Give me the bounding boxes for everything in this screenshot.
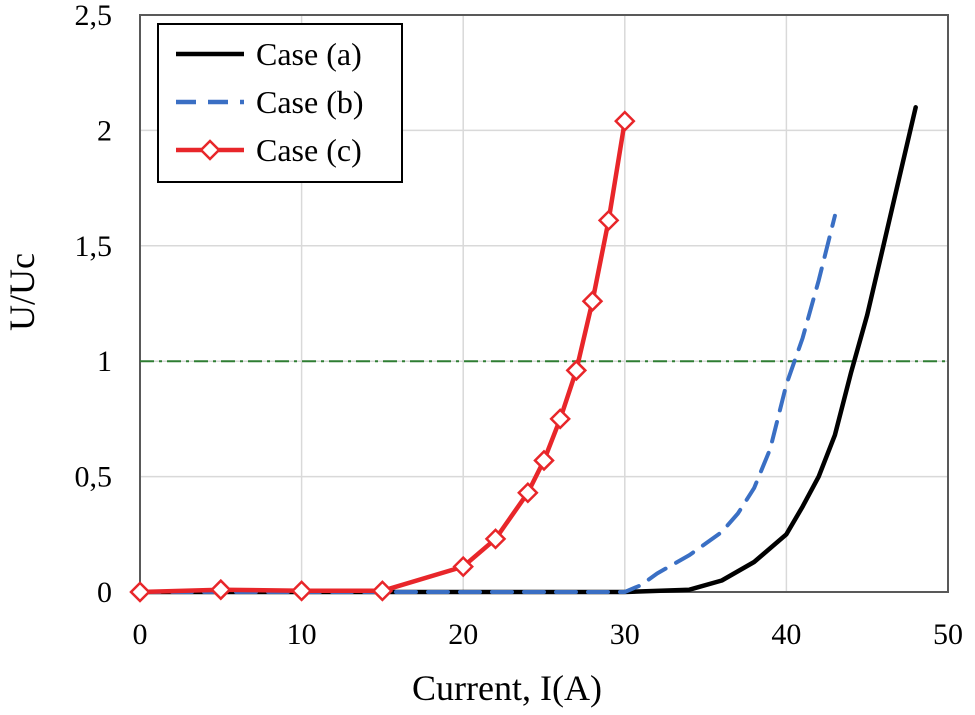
legend-box xyxy=(157,23,403,183)
series-line xyxy=(137,118,628,595)
data-point-marker xyxy=(597,209,620,232)
data-point-marker xyxy=(290,580,313,602)
y-tick-label: 0,5 xyxy=(75,461,113,494)
x-tick-label: 30 xyxy=(610,618,640,651)
y-tick-label: 0 xyxy=(97,576,112,609)
data-point-marker xyxy=(452,555,474,578)
data-point-marker xyxy=(581,290,604,312)
series-2 xyxy=(138,213,837,594)
tick-labels: 0 10 20 30 40 50 0 0,5 1 1,5 2 2,5 xyxy=(75,0,964,651)
x-tick-label: 20 xyxy=(448,618,478,651)
data-point-marker xyxy=(533,449,555,472)
data-point-marker xyxy=(129,581,151,603)
x-tick-label: 50 xyxy=(933,618,963,651)
data-point-marker xyxy=(517,481,539,504)
series-3 xyxy=(129,110,636,603)
x-tick-label: 10 xyxy=(287,618,317,651)
data-point-marker xyxy=(565,359,588,382)
legend: Case (a) Case (b) Case (c) xyxy=(157,23,403,183)
y-axis-title: U/Uc xyxy=(2,253,42,331)
legend-label: Case (c) xyxy=(256,132,362,168)
data-point-marker xyxy=(484,528,507,550)
x-axis-title: Current, I(A) xyxy=(412,668,602,708)
legend-label: Case (a) xyxy=(256,36,362,72)
data-point-marker xyxy=(210,578,232,601)
legend-marker xyxy=(199,139,221,161)
x-tick-label: 0 xyxy=(133,618,148,651)
x-tick-label: 40 xyxy=(771,618,801,651)
series-group xyxy=(129,105,918,603)
y-tick-label: 2,5 xyxy=(75,0,113,32)
y-tick-label: 1 xyxy=(97,345,112,378)
legend-label: Case (b) xyxy=(256,84,364,120)
data-point-marker xyxy=(614,110,636,132)
data-point-marker xyxy=(549,408,571,430)
y-tick-label: 2 xyxy=(97,114,112,147)
data-point-marker xyxy=(371,580,394,602)
series-line xyxy=(138,213,837,594)
y-tick-label: 1,5 xyxy=(75,230,113,263)
